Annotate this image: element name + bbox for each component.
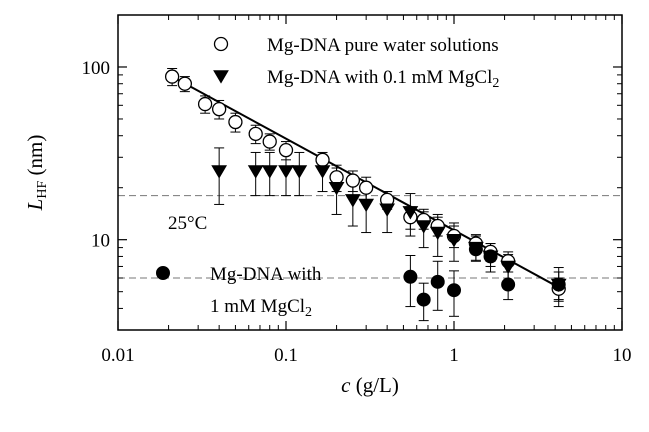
data-point-series-1 <box>211 165 228 179</box>
data-point-series-1 <box>429 226 446 241</box>
data-point-series-0 <box>329 170 344 185</box>
data-point-series-0 <box>164 69 180 84</box>
data-point-series-2 <box>403 269 418 284</box>
legend: Mg-DNA pure water solutions Mg-DNA with … <box>156 35 499 320</box>
data-point-series-0 <box>315 152 330 167</box>
data-point-series-2 <box>483 249 498 264</box>
data-point-series-1 <box>358 198 375 213</box>
x-tick-label: 1 <box>449 345 459 366</box>
data-point-series-1 <box>261 165 278 179</box>
y-axis-label-unit: (nm) <box>23 135 47 181</box>
data-point-series-2 <box>501 277 516 292</box>
legend-label-pure-water: Mg-DNA pure water solutions <box>267 35 499 56</box>
data-point-series-1 <box>446 233 462 248</box>
data-point-series-0 <box>262 134 277 149</box>
data-point-series-2 <box>468 242 483 257</box>
legend-label-1mM-sub: 2 <box>305 305 312 320</box>
data-point-series-2 <box>551 277 566 292</box>
legend-marker-open-circle <box>213 36 229 52</box>
legend-symbol <box>213 36 229 52</box>
data-point-series-1 <box>344 194 361 208</box>
x-axis-label-var: c <box>341 373 351 397</box>
data-point-series-0 <box>345 173 361 188</box>
legend-label-0-1mM: Mg-DNA with 0.1 mM MgCl2 <box>267 67 499 91</box>
x-tick-label: 0.01 <box>101 345 134 366</box>
x-axis-label-unit: (g/L) <box>350 373 398 397</box>
x-tick-label: 0.1 <box>274 345 298 366</box>
data-point-series-1 <box>500 260 517 275</box>
data-point-series-0 <box>359 180 374 195</box>
legend-symbol <box>156 266 170 280</box>
data-point-series-0 <box>248 126 263 142</box>
y-axis-label-var: L <box>23 199 47 212</box>
x-axis-label: c (g/L) <box>341 373 399 397</box>
y-tick-label: 100 <box>82 58 111 79</box>
legend-label-1mM-line1: Mg-DNA with <box>210 264 322 285</box>
legend-label-1mM-line2: 1 mM MgCl2 <box>210 296 312 320</box>
data-point-series-0 <box>228 114 243 130</box>
data-point-series-2 <box>447 283 461 298</box>
data-point-series-1 <box>291 165 308 179</box>
data-point-series-0 <box>211 102 227 117</box>
legend-label-0-1mM-text: Mg-DNA with 0.1 mM MgCl <box>267 67 492 88</box>
legend-marker-filled-circle <box>156 266 170 280</box>
x-tick-label: 10 <box>613 345 632 366</box>
data-point-series-0 <box>197 96 213 112</box>
data-point-series-1 <box>402 206 419 220</box>
data-point-series-1 <box>379 203 396 217</box>
data-point-series-1 <box>314 165 331 179</box>
plot-frame <box>117 14 623 331</box>
data-point-series-2 <box>416 292 431 307</box>
legend-label-1mM-line2-text: 1 mM MgCl <box>210 296 305 317</box>
legend-symbol <box>213 70 229 84</box>
data-point-series-1 <box>278 165 294 179</box>
y-axis-label: LHF (nm) <box>23 135 50 212</box>
legend-label-0-1mM-sub: 2 <box>492 76 499 91</box>
temperature-annotation: 25°C <box>168 213 207 234</box>
data-point-series-2 <box>430 274 445 289</box>
data-point-series-1 <box>328 181 345 196</box>
data-point-series-0 <box>278 142 294 158</box>
y-tick-label: 10 <box>91 231 110 252</box>
data-point-series-1 <box>247 165 264 179</box>
y-axis-label-sub: HF <box>35 181 50 199</box>
data-point-series-0 <box>177 76 193 91</box>
data-point-series-1 <box>415 220 432 234</box>
legend-marker-triangle <box>213 70 229 84</box>
